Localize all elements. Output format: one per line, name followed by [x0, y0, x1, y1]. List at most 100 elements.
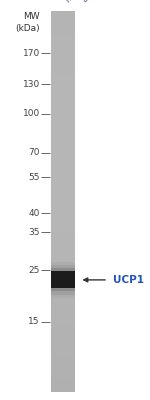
Bar — [51, 11, 75, 17]
Bar — [51, 344, 75, 349]
Bar — [51, 144, 75, 150]
Bar — [51, 296, 75, 302]
Bar — [51, 182, 75, 188]
Bar — [51, 334, 75, 340]
Bar — [51, 330, 75, 335]
Bar — [51, 82, 75, 88]
Bar — [51, 178, 75, 183]
Text: 25: 25 — [28, 266, 40, 275]
Bar — [51, 196, 75, 202]
Bar — [51, 102, 75, 107]
Bar — [51, 386, 75, 392]
Bar — [51, 73, 75, 78]
Bar — [51, 287, 75, 292]
Bar — [51, 277, 75, 283]
Bar — [51, 59, 75, 64]
Bar — [51, 87, 75, 93]
Bar — [51, 40, 75, 45]
Bar — [51, 49, 75, 55]
Bar — [51, 320, 75, 326]
Text: 55: 55 — [28, 173, 40, 182]
Bar — [51, 288, 75, 298]
Bar — [51, 353, 75, 359]
Bar — [51, 382, 75, 387]
Bar — [51, 154, 75, 159]
Bar — [51, 120, 75, 126]
Bar — [51, 64, 75, 69]
Text: 70: 70 — [28, 148, 40, 157]
Bar — [51, 239, 75, 245]
Bar — [51, 149, 75, 154]
Bar — [51, 254, 75, 259]
Bar — [51, 234, 75, 240]
Text: UCP1: UCP1 — [112, 275, 144, 285]
Bar — [51, 315, 75, 321]
Bar — [51, 106, 75, 112]
Bar — [51, 288, 75, 294]
Bar — [51, 206, 75, 212]
Bar — [51, 30, 75, 36]
Bar — [51, 54, 75, 60]
Bar — [51, 310, 75, 316]
Bar — [51, 377, 75, 382]
Bar — [51, 173, 75, 178]
Bar — [51, 244, 75, 250]
Text: 100: 100 — [22, 109, 40, 118]
Bar — [51, 368, 75, 373]
Bar — [51, 225, 75, 230]
Bar — [51, 78, 75, 83]
Bar — [51, 140, 75, 145]
Text: 35: 35 — [28, 228, 40, 237]
Bar — [51, 158, 75, 164]
Bar — [51, 135, 75, 140]
Text: mouse brown
adipose: mouse brown adipose — [64, 0, 118, 12]
Bar — [51, 220, 75, 226]
Text: 130: 130 — [22, 80, 40, 89]
Bar — [51, 211, 75, 216]
Bar — [51, 130, 75, 136]
Bar — [51, 68, 75, 74]
Text: 170: 170 — [22, 48, 40, 58]
Bar — [51, 263, 75, 268]
Bar — [51, 125, 75, 131]
Bar — [51, 325, 75, 330]
Bar — [51, 301, 75, 306]
Bar — [51, 187, 75, 192]
Text: 40: 40 — [28, 209, 40, 218]
Bar — [51, 271, 75, 288]
Bar — [51, 372, 75, 378]
Bar — [51, 272, 75, 278]
Bar — [51, 16, 75, 22]
Bar — [51, 288, 75, 292]
Bar — [51, 358, 75, 364]
Bar — [51, 292, 75, 297]
Bar — [51, 111, 75, 116]
Bar — [51, 268, 75, 271]
Bar — [51, 268, 75, 273]
Bar — [51, 116, 75, 121]
Bar — [51, 201, 75, 207]
Bar — [51, 26, 75, 31]
Bar — [51, 262, 75, 271]
Bar — [51, 21, 75, 26]
Bar — [51, 168, 75, 174]
Bar — [51, 249, 75, 254]
Bar — [51, 97, 75, 102]
Bar — [51, 35, 75, 40]
Bar — [51, 282, 75, 288]
Bar — [51, 258, 75, 264]
Bar — [51, 192, 75, 197]
Bar — [51, 306, 75, 311]
Text: 15: 15 — [28, 317, 40, 326]
Bar — [51, 44, 75, 50]
Bar — [51, 363, 75, 368]
Bar — [51, 163, 75, 169]
Bar — [51, 230, 75, 235]
Text: MW: MW — [23, 12, 40, 21]
Bar — [51, 216, 75, 221]
Bar — [51, 92, 75, 98]
Bar — [51, 339, 75, 344]
Bar — [51, 265, 75, 271]
Bar — [51, 348, 75, 354]
Text: (kDa): (kDa) — [15, 24, 40, 33]
